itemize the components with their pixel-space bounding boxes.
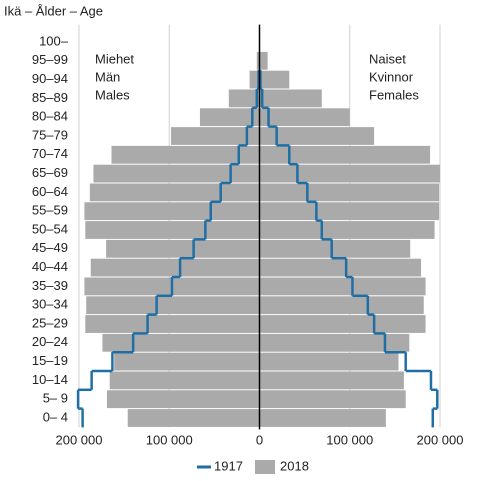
bar — [199, 108, 260, 127]
y-tick-label: 85–89 — [32, 90, 68, 105]
bar — [228, 89, 260, 108]
bar — [259, 239, 411, 258]
bar — [259, 221, 435, 239]
bar — [259, 202, 440, 221]
side-label: Kvinnor — [369, 69, 414, 84]
bar — [259, 70, 290, 89]
bar — [259, 51, 268, 70]
y-tick-label: 40–44 — [32, 259, 68, 274]
bar — [259, 277, 426, 296]
y-tick-label: 60–64 — [32, 184, 68, 199]
x-tick-label: 100 000 — [326, 432, 373, 447]
bar — [259, 89, 322, 108]
bar — [171, 127, 260, 145]
x-tick-label: 200 000 — [417, 432, 464, 447]
bar — [114, 352, 260, 371]
y-tick-label: 15–19 — [32, 353, 68, 368]
bar — [90, 258, 260, 277]
bar — [259, 333, 410, 352]
y-tick-label: 90–94 — [32, 71, 68, 86]
x-tick-label: 100 000 — [146, 432, 193, 447]
bar — [249, 70, 260, 89]
bar — [106, 239, 260, 258]
legend-swatch — [255, 460, 275, 474]
bar — [259, 390, 406, 409]
y-tick-label: 65–69 — [32, 165, 68, 180]
side-label: Män — [95, 69, 120, 84]
bar — [259, 108, 350, 127]
side-label: Naiset — [369, 51, 406, 66]
bar — [259, 409, 386, 427]
bar — [259, 183, 440, 202]
y-tick-label: 35–39 — [32, 278, 68, 293]
y-tick-label: 45–49 — [32, 240, 68, 255]
y-tick-label: 70–74 — [32, 146, 68, 161]
y-tick-label: 0– 4 — [43, 409, 68, 424]
bar — [89, 183, 260, 202]
y-tick-label: 20–24 — [32, 334, 68, 349]
bar — [102, 333, 260, 352]
side-label: Females — [369, 87, 419, 102]
bar — [259, 296, 424, 315]
side-label: Males — [95, 87, 130, 102]
legend-label: 2018 — [280, 458, 309, 473]
bar — [259, 315, 426, 333]
y-tick-label: 30–34 — [32, 297, 68, 312]
side-label: Miehet — [95, 51, 134, 66]
bar — [259, 258, 422, 277]
bar — [93, 164, 260, 183]
bar — [111, 145, 260, 164]
y-tick-label: 95–99 — [32, 52, 68, 67]
bar — [259, 352, 399, 371]
bar — [256, 51, 260, 70]
legend-label: 1917 — [214, 458, 243, 473]
y-tick-label: 5– 9 — [43, 391, 68, 406]
bar — [259, 127, 375, 145]
y-tick-label: 75–79 — [32, 127, 68, 142]
bar — [106, 390, 260, 409]
bar — [259, 164, 440, 183]
bar — [86, 296, 260, 315]
bar — [127, 409, 260, 427]
bar — [85, 315, 260, 333]
y-axis-label: Ikä – Ålder – Age — [4, 3, 103, 18]
y-tick-label: 10–14 — [32, 372, 68, 387]
bar — [259, 371, 404, 390]
bar — [85, 221, 260, 239]
y-tick-label: 55–59 — [32, 203, 68, 218]
y-tick-label: 80–84 — [32, 109, 68, 124]
y-tick-label: 50–54 — [32, 221, 68, 236]
bar — [109, 371, 260, 390]
x-tick-label: 200 000 — [56, 432, 103, 447]
x-tick-label: 0 — [256, 432, 263, 447]
bar — [259, 145, 431, 164]
y-tick-label: 100– — [39, 33, 69, 48]
y-tick-label: 25–29 — [32, 315, 68, 330]
bar — [84, 202, 260, 221]
